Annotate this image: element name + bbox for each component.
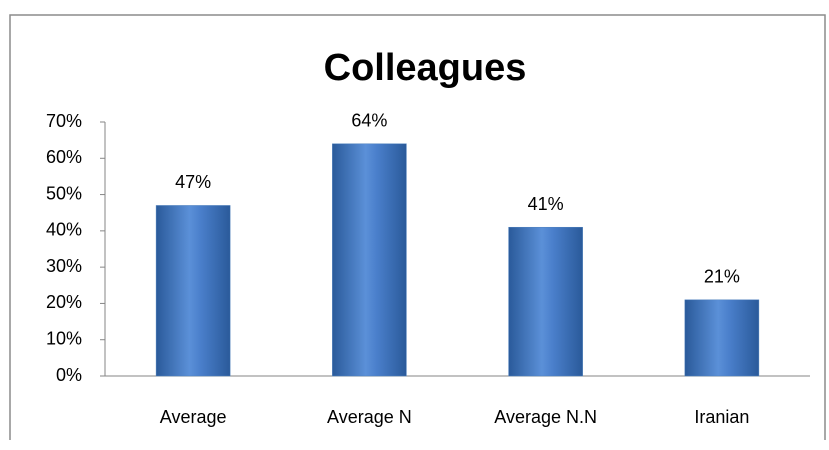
value-label: 41% bbox=[528, 194, 564, 214]
y-tick-label: 60% bbox=[46, 147, 82, 167]
y-tick-label: 40% bbox=[46, 220, 82, 240]
x-tick-label: Iranian bbox=[694, 407, 749, 427]
y-tick-label: 70% bbox=[46, 111, 82, 131]
y-tick-label: 10% bbox=[46, 328, 82, 348]
x-tick-label: Average bbox=[160, 407, 227, 427]
value-label: 21% bbox=[704, 267, 740, 287]
bar bbox=[508, 226, 583, 377]
bar bbox=[332, 143, 407, 377]
y-tick-label: 0% bbox=[56, 365, 82, 385]
chart-title: Colleagues bbox=[324, 47, 527, 89]
bar bbox=[684, 299, 760, 377]
y-tick-label: 20% bbox=[46, 292, 82, 312]
y-tick-label: 30% bbox=[46, 256, 82, 276]
bar bbox=[155, 205, 231, 377]
y-tick-label: 50% bbox=[46, 183, 82, 203]
chart-frame bbox=[9, 14, 826, 440]
x-tick-label: Average N bbox=[327, 407, 412, 427]
value-label: 64% bbox=[351, 111, 387, 131]
x-tick-label: Average N.N bbox=[494, 407, 597, 427]
value-label: 47% bbox=[175, 172, 211, 192]
